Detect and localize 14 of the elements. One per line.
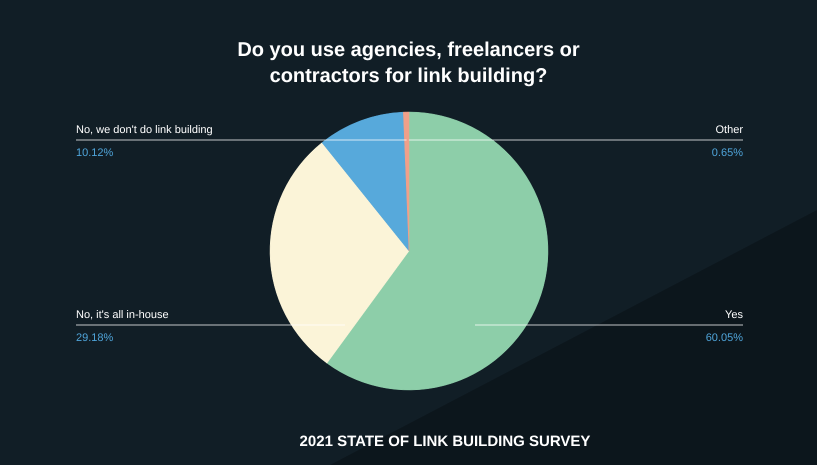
pie-slice (403, 112, 410, 252)
text: 2021 STATE OF LINK BUILDING SURVEY (300, 433, 590, 450)
slice-label: No, it's all in-house (76, 309, 169, 321)
slice-label: Yes (725, 309, 744, 321)
slice-label: No, we don't do link building (76, 124, 213, 136)
data-label: 60.05% (706, 332, 744, 344)
pie-slice (326, 112, 548, 390)
pie-slice (322, 112, 410, 252)
data-label: 0.65% (712, 147, 744, 159)
chart-title: Do you use agencies, freelancers or contractors for link building? (237, 39, 580, 87)
data-label: 29.18% (76, 332, 114, 344)
data-label: 10.12% (76, 147, 114, 159)
slice-label: Other (715, 124, 744, 136)
pie-slice (270, 142, 410, 364)
